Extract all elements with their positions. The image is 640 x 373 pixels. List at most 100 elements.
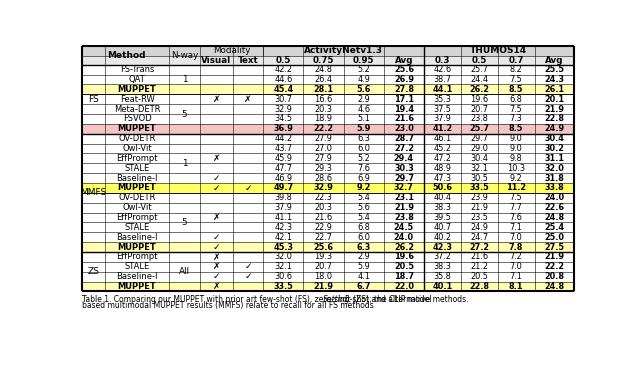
- Text: ✗: ✗: [212, 282, 220, 291]
- Text: 33.8: 33.8: [544, 184, 564, 192]
- Text: Avg: Avg: [395, 56, 413, 65]
- Text: 25.6: 25.6: [314, 242, 333, 252]
- Text: 32.7: 32.7: [394, 184, 414, 192]
- Text: THUMOS14: THUMOS14: [470, 46, 527, 56]
- Text: 31.8: 31.8: [544, 173, 564, 183]
- Text: 1: 1: [182, 75, 188, 84]
- Text: ✗: ✗: [244, 95, 252, 104]
- Text: 6.3: 6.3: [357, 134, 370, 143]
- Text: 18.0: 18.0: [314, 272, 333, 281]
- Text: 29.4: 29.4: [394, 154, 414, 163]
- Bar: [83, 144, 573, 153]
- Text: 32.9: 32.9: [314, 184, 333, 192]
- Text: ✓: ✓: [212, 173, 220, 183]
- Text: 22.2: 22.2: [314, 124, 333, 133]
- Text: 45.2: 45.2: [433, 144, 451, 153]
- Text: 27.0: 27.0: [315, 144, 332, 153]
- Text: ZS: ZS: [88, 267, 99, 276]
- Text: 23.1: 23.1: [394, 193, 414, 202]
- Text: MUPPET: MUPPET: [118, 282, 156, 291]
- Text: 1: 1: [182, 159, 188, 168]
- Text: ✓: ✓: [212, 184, 220, 192]
- Bar: [83, 173, 573, 183]
- Text: ✓: ✓: [244, 184, 252, 192]
- Text: 23.5: 23.5: [470, 213, 488, 222]
- Text: 5.9: 5.9: [357, 262, 370, 271]
- Text: 24.3: 24.3: [544, 75, 564, 84]
- Text: Avg: Avg: [545, 56, 563, 65]
- Text: 5.1: 5.1: [357, 115, 370, 123]
- Text: MUPPET: MUPPET: [118, 85, 156, 94]
- Text: 19.6: 19.6: [394, 253, 414, 261]
- Text: 25.4: 25.4: [544, 223, 564, 232]
- Text: 33.5: 33.5: [469, 184, 489, 192]
- Text: 19.4: 19.4: [394, 105, 414, 114]
- Text: 35.8: 35.8: [433, 272, 451, 281]
- Text: 7.7: 7.7: [510, 203, 522, 212]
- Text: ActivityNetv1.3: ActivityNetv1.3: [304, 46, 383, 56]
- Text: 26.1: 26.1: [544, 85, 564, 94]
- Text: STALE: STALE: [124, 223, 150, 232]
- Text: 7.6: 7.6: [509, 213, 523, 222]
- Text: 27.5: 27.5: [544, 242, 564, 252]
- Text: 29.3: 29.3: [315, 164, 332, 173]
- Text: 32.0: 32.0: [275, 253, 292, 261]
- Text: 41.1: 41.1: [274, 213, 292, 222]
- Text: QAT: QAT: [129, 75, 145, 84]
- Text: 28.6: 28.6: [314, 173, 333, 183]
- Bar: [83, 114, 573, 124]
- Text: Feat-RW: Feat-RW: [120, 95, 154, 104]
- Text: 0.5: 0.5: [276, 56, 291, 65]
- Text: 0.3: 0.3: [435, 56, 450, 65]
- Text: 6.9: 6.9: [357, 173, 370, 183]
- Text: 24.8: 24.8: [544, 282, 564, 291]
- Text: ✓: ✓: [244, 262, 252, 271]
- Text: 6.8: 6.8: [509, 95, 523, 104]
- Text: 21.9: 21.9: [544, 105, 564, 114]
- Text: 8.2: 8.2: [510, 65, 522, 74]
- Bar: [83, 203, 573, 213]
- Text: 44.6: 44.6: [274, 75, 292, 84]
- Text: Method: Method: [107, 51, 145, 60]
- Text: 22.6: 22.6: [544, 203, 564, 212]
- Bar: [83, 163, 573, 173]
- Text: 46.9: 46.9: [275, 173, 292, 183]
- Text: 22.8: 22.8: [544, 115, 564, 123]
- Text: 24.0: 24.0: [394, 233, 414, 242]
- Text: 30.4: 30.4: [470, 154, 488, 163]
- Text: 25.5: 25.5: [544, 65, 564, 74]
- Text: 41.2: 41.2: [433, 124, 452, 133]
- Text: 27.9: 27.9: [315, 134, 332, 143]
- Text: 21.9: 21.9: [544, 253, 564, 261]
- Text: 4.6: 4.6: [357, 105, 370, 114]
- Text: 8.5: 8.5: [509, 124, 524, 133]
- Bar: [83, 104, 573, 114]
- Text: Meta-DETR: Meta-DETR: [114, 105, 160, 114]
- Text: 38.3: 38.3: [433, 262, 451, 271]
- Text: 23.8: 23.8: [394, 213, 414, 222]
- Text: 28.7: 28.7: [394, 134, 414, 143]
- Text: Baseline-I: Baseline-I: [116, 173, 158, 183]
- Text: 26.2: 26.2: [394, 242, 414, 252]
- Text: 35.3: 35.3: [433, 95, 451, 104]
- Text: 37.9: 37.9: [275, 203, 292, 212]
- Text: 20.5: 20.5: [470, 272, 488, 281]
- Bar: [83, 65, 573, 75]
- Text: 21.9: 21.9: [470, 203, 488, 212]
- Text: 31.1: 31.1: [544, 154, 564, 163]
- Text: 6.8: 6.8: [357, 223, 370, 232]
- Text: ✓: ✓: [212, 233, 220, 242]
- Text: 4.9: 4.9: [357, 75, 370, 84]
- Text: 50.6: 50.6: [433, 184, 452, 192]
- Text: 7.5: 7.5: [510, 105, 522, 114]
- Text: ✗: ✗: [212, 253, 220, 261]
- Text: 45.3: 45.3: [273, 242, 293, 252]
- Text: 5.6: 5.6: [357, 203, 370, 212]
- Text: 30.4: 30.4: [544, 134, 564, 143]
- Text: 43.7: 43.7: [275, 144, 292, 153]
- Text: 18.7: 18.7: [394, 272, 414, 281]
- Text: 27.9: 27.9: [315, 154, 332, 163]
- Text: 21.6: 21.6: [470, 253, 488, 261]
- Text: 7.6: 7.6: [357, 164, 370, 173]
- Text: 0.75: 0.75: [313, 56, 334, 65]
